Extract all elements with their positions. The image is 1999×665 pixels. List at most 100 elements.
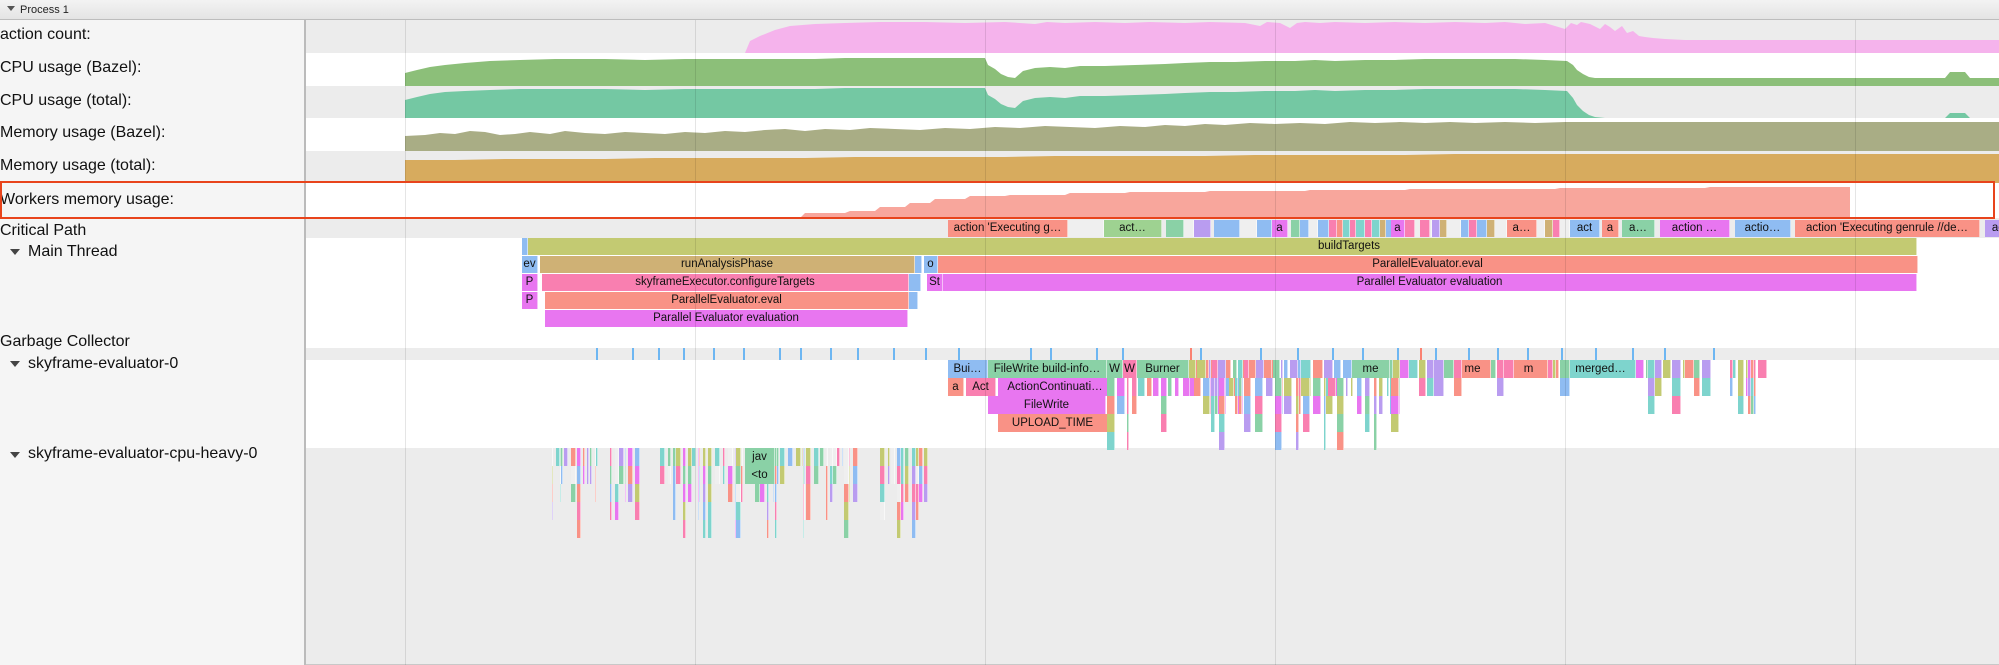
skyframe-cpu-heavy-bar[interactable] — [552, 448, 553, 466]
skyframe-cpu-heavy-bar[interactable] — [560, 448, 561, 466]
skyframe-bar[interactable] — [1229, 378, 1234, 396]
skyframe-bar[interactable] — [1328, 378, 1336, 396]
skyframe-cpu-heavy-bar[interactable] — [833, 448, 837, 466]
skyframe-cpu-heavy-bar[interactable] — [916, 484, 919, 502]
critical-path-bar[interactable] — [1214, 220, 1240, 237]
skyframe-cpu-heavy-bar[interactable] — [699, 484, 700, 502]
skyframe-cpu-heavy-bar[interactable] — [683, 466, 686, 484]
skyframe-cpu-heavy-bar[interactable] — [916, 502, 919, 520]
gc-tick[interactable] — [830, 348, 832, 360]
skyframe-bar[interactable] — [1303, 414, 1310, 432]
chevron-down-icon-main-thread[interactable] — [10, 249, 20, 255]
skyframe-bar[interactable]: merged… — [1566, 360, 1636, 378]
skyframe-bar[interactable] — [1374, 378, 1377, 396]
skyframe-bar[interactable] — [1730, 378, 1733, 396]
gc-tick[interactable] — [1468, 348, 1470, 360]
gc-tick[interactable] — [1362, 348, 1364, 360]
critical-path-bar[interactable] — [1495, 220, 1507, 237]
skyframe-bar[interactable] — [1209, 360, 1211, 378]
skyframe-bar[interactable] — [1209, 378, 1211, 396]
skyframe-cpu-heavy-bar[interactable] — [780, 466, 785, 484]
critical-path-bar[interactable] — [1300, 220, 1309, 237]
skyframe-bar[interactable] — [1117, 378, 1125, 396]
skyframe-bar[interactable]: FileWrite build-info… — [988, 360, 1107, 378]
critical-path-bar[interactable]: act — [1985, 220, 1999, 237]
critical-path-bar[interactable] — [1537, 220, 1545, 237]
main-thread-bar[interactable] — [522, 238, 528, 255]
skyframe-bar[interactable] — [1127, 414, 1129, 432]
skyframe-bar[interactable] — [1313, 396, 1321, 414]
skyframe-bar[interactable] — [1219, 396, 1225, 414]
critical-path-bar[interactable]: a… — [1507, 220, 1537, 237]
skyframe-bar[interactable] — [1197, 360, 1206, 378]
critical-path-bar[interactable] — [1447, 220, 1461, 237]
skyframe-bar[interactable] — [1387, 378, 1389, 396]
skyframe-bar[interactable] — [1648, 378, 1655, 396]
skyframe-cpu-heavy-bar[interactable] — [590, 466, 592, 484]
skyframe-bar[interactable] — [1250, 360, 1256, 378]
gc-tick[interactable] — [632, 348, 634, 360]
main-thread-bar[interactable]: buildTargets — [528, 238, 1917, 255]
critical-path-bar[interactable] — [1194, 220, 1211, 237]
gc-tick[interactable] — [1096, 348, 1098, 360]
critical-path-bar[interactable] — [1350, 220, 1356, 237]
gc-tick[interactable] — [1561, 348, 1563, 360]
gc-tick[interactable] — [1332, 348, 1334, 360]
skyframe-cpu-heavy-bar[interactable] — [688, 448, 692, 466]
skyframe-bar[interactable]: FileWrite — [988, 396, 1106, 414]
skyframe-cpu-heavy-bar[interactable] — [849, 484, 850, 502]
skyframe-cpu-heavy-bar[interactable] — [583, 466, 585, 484]
skyframe-cpu-heavy-bar[interactable] — [916, 466, 919, 484]
skyframe-cpu-heavy-bar[interactable] — [564, 448, 568, 466]
skyframe-bar[interactable] — [1275, 414, 1282, 432]
skyframe-bar[interactable] — [1754, 360, 1756, 378]
skyframe-cpu-heavy-bar[interactable] — [741, 466, 743, 484]
skyframe-bar[interactable]: me — [1455, 360, 1491, 378]
skyframe-bar[interactable] — [1738, 360, 1744, 378]
skyframe-bar[interactable] — [1636, 360, 1644, 378]
skyframe-cpu-heavy-bar[interactable] — [901, 502, 904, 520]
gc-tick[interactable] — [1527, 348, 1529, 360]
skyframe-cpu-heavy-bar[interactable] — [571, 484, 576, 502]
skyframe-cpu-heavy-bar[interactable] — [736, 484, 741, 502]
critical-path-bar[interactable] — [1240, 220, 1257, 237]
main-thread-bar[interactable]: ParallelEvaluator.eval — [545, 292, 909, 309]
skyframe-bar[interactable]: W — [1107, 360, 1123, 378]
gc-tick[interactable] — [800, 348, 802, 360]
skyframe-cpu-heavy-bar[interactable] — [699, 448, 700, 466]
skyframe-cpu-heavy-bar[interactable] — [919, 448, 923, 466]
skyframe-cpu-heavy-bar[interactable] — [628, 466, 633, 484]
skyframe-bar[interactable] — [1255, 396, 1263, 414]
skyframe-bar[interactable] — [1301, 360, 1311, 378]
critical-path-bar[interactable]: a — [1602, 220, 1619, 237]
skyframe-cpu-heavy-bar[interactable] — [708, 484, 712, 502]
skyframe-bar[interactable] — [1161, 396, 1167, 414]
skyframe-bar[interactable] — [1334, 360, 1341, 378]
skyframe-bar[interactable] — [1211, 378, 1215, 396]
skyframe-evaluator-0-flame-chart[interactable]: Bui…FileWrite build-info…WWBurnermmememm… — [305, 360, 1999, 450]
skyframe-cpu-heavy-bar[interactable] — [888, 448, 890, 466]
skyframe-bar[interactable] — [1391, 396, 1399, 414]
skyframe-cpu-heavy-bar[interactable] — [615, 448, 619, 466]
main-thread-bar[interactable]: skyframeExecutor.configureTargets — [542, 274, 909, 291]
skyframe-cpu-heavy-bar[interactable] — [814, 448, 819, 466]
skyframe-bar[interactable]: a — [948, 378, 964, 396]
gc-tick[interactable] — [1397, 348, 1399, 360]
skyframe-bar[interactable] — [1296, 432, 1299, 450]
critical-path-bar[interactable]: a — [1272, 220, 1288, 237]
skyframe-bar[interactable] — [1754, 378, 1756, 396]
main-thread-bar[interactable] — [915, 256, 922, 273]
skyframe-bar[interactable]: m — [1510, 360, 1548, 378]
skyframe-bar[interactable] — [1337, 414, 1344, 432]
skyframe-bar[interactable] — [1275, 432, 1282, 450]
skyframe-cpu-heavy-bar[interactable] — [777, 466, 779, 484]
skyframe-bar[interactable] — [1239, 396, 1242, 414]
critical-path-bar[interactable] — [1309, 220, 1318, 237]
critical-path-bar[interactable] — [1318, 220, 1329, 237]
skyframe-bar[interactable] — [1296, 378, 1299, 396]
skyframe-cpu-heavy-bar[interactable] — [577, 520, 581, 538]
skyframe-cpu-heavy-bar[interactable] — [698, 502, 699, 520]
skyframe-cpu-heavy-bar[interactable] — [912, 448, 916, 466]
gc-tick[interactable] — [1632, 348, 1634, 360]
gc-tick[interactable] — [1713, 348, 1715, 360]
